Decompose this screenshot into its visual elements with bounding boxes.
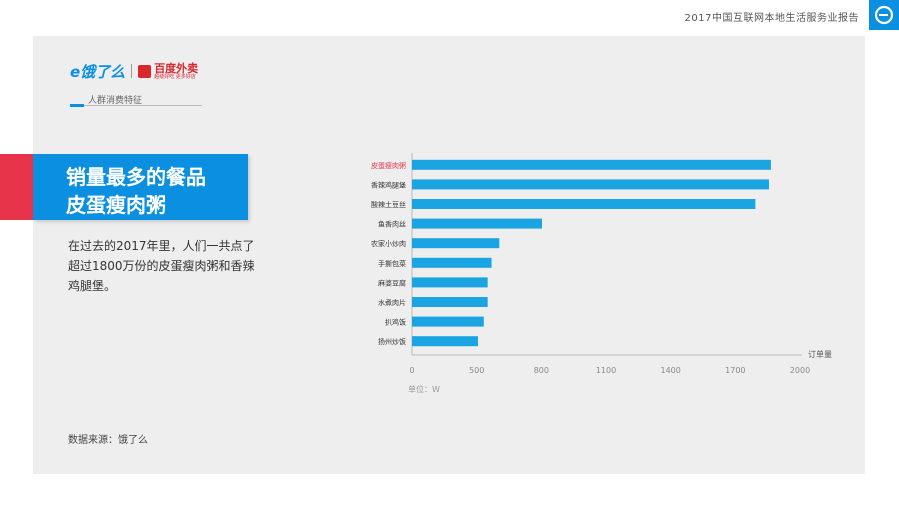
brand-divider [131,64,133,78]
bar [412,316,484,327]
category-label: 扬州炒饭 [378,337,406,346]
x-tick-label: 1100 [596,366,616,375]
bar [412,218,542,229]
category-label: 农家小炒肉 [371,239,406,248]
x-tick-label: 500 [469,366,484,375]
baidu-waimai-icon [138,64,152,78]
data-source: 数据来源：饿了么 [68,435,148,446]
bar [412,199,756,209]
eleme-logo: e饿了么 [70,62,126,81]
x-tick-label: 0 [409,366,414,375]
baidu-waimai-logo: 百度外卖 超级好吃 更多好店 [154,63,198,80]
category-label: 酸辣土豆丝 [371,200,406,209]
section-heading: 人群消费特征 [70,93,202,107]
bar [412,277,488,288]
brand-logos: e饿了么 百度外卖 超级好吃 更多好店 [70,60,198,82]
category-label: 水煮肉片 [378,298,406,307]
bar [412,257,492,268]
bar [412,159,771,170]
headline-box: 销量最多的餐品 皮蛋瘦肉粥 [33,154,248,220]
baidu-waimai-name: 百度外卖 [154,61,199,75]
eleme-corner-logo [869,0,899,30]
bar [412,336,478,347]
x-axis-label: 订单量 [808,349,832,359]
section-accent-bar [70,104,84,107]
eleme-logo-icon [874,5,894,25]
content-panel [33,36,865,474]
category-label: 手撕包菜 [378,259,406,268]
x-tick-label: 800 [534,366,549,375]
category-label: 扒鸡饭 [385,318,406,327]
headline-line1: 销量最多的餐品 [66,165,206,189]
bar [412,179,769,190]
headline-red-tab [0,154,33,220]
category-label: 香辣鸡腿堡 [371,180,406,189]
bar [412,238,500,249]
report-title: 2017中国互联网本地生活服务业报告 [684,13,859,24]
category-label: 鱼香肉丝 [378,220,406,229]
unit-note: 单位：W [408,384,440,394]
x-tick-label: 1700 [725,366,745,375]
x-tick-label: 1400 [660,366,680,375]
category-label: 麻婆豆腐 [378,278,406,287]
x-tick-label: 2000 [790,366,810,375]
baidu-waimai-tagline: 超级好吃 更多好店 [154,73,196,80]
description-text: 在过去的2017年里，人们一共点了超过1800万份的皮蛋瘦肉粥和香辣鸡腿堡。 [68,239,255,293]
headline-line2: 皮蛋瘦肉粥 [66,193,166,217]
bar [412,297,488,307]
category-label: 皮蛋瘦肉粥 [371,161,406,170]
section-label: 人群消费特征 [88,96,143,106]
